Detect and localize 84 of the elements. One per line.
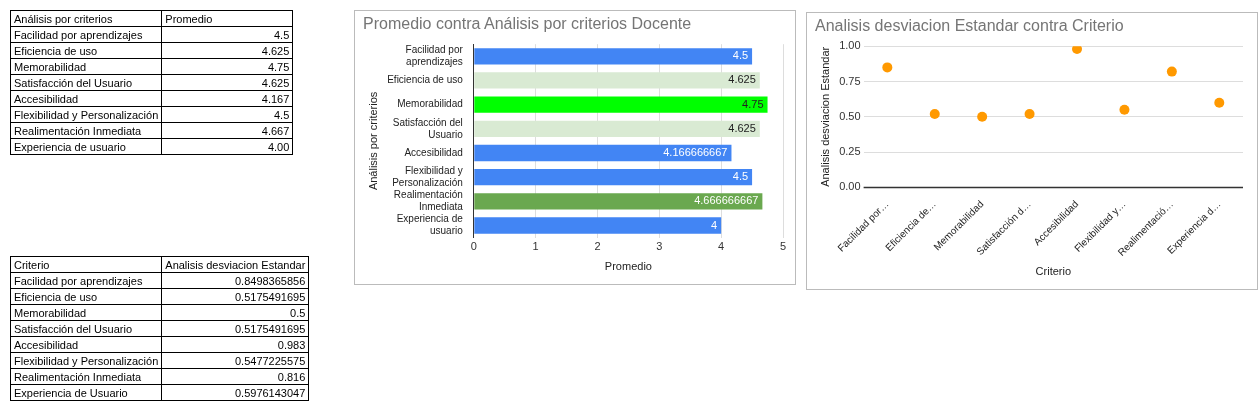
text: Flexibilidad y Personalización [10,106,162,123]
text: 4.5 [161,26,293,43]
text: 0.8498365856 [161,272,309,289]
text: Facilidad por aprendizajes [10,26,162,43]
x-axis-title: Promedio [604,260,652,273]
text: 4.667 [161,122,293,139]
bar [474,193,763,210]
text: 0.5477225575 [161,352,309,369]
y-tick-label: Flexibilidad y Personalización [392,164,463,188]
bar [474,144,732,162]
chart-title: Promedio contra Análisis por criterios Docente [363,15,692,33]
text: 0.983 [161,336,309,353]
text: Experiencia de usuario [10,138,162,155]
y-tick-label: 0.50 [839,109,861,122]
point [1072,46,1083,55]
y-tick-label: Memorabilidad [397,98,463,110]
text: Análisis por criterios [10,10,162,27]
data-label: 4.625 [728,121,756,134]
text: 0.5 [161,304,309,321]
text: Criterio [10,256,162,273]
x-tick-label: 2 [594,240,601,253]
text: Satisfacción del Usuario [10,320,162,337]
chart-title: Analisis desviacion Estandar contra Criterio [815,17,1124,35]
data-label: 4.166666667 [663,146,728,159]
x-tick-label: 4 [718,240,725,253]
text: 4.167 [161,90,293,107]
text: 4.5 [161,106,293,123]
bar [474,217,722,234]
y-tick-label: Eficiencia de uso [387,74,464,86]
text: Realimentación Inmediata [10,368,162,385]
text: 0.5175491695 [161,320,309,337]
y-tick-label: Experiencia de usuario [396,213,464,237]
x-tick-label: 1 [532,240,539,253]
text: Memorabilidad [10,304,162,321]
x-tick-label: 3 [656,240,663,253]
bar [474,96,768,113]
text: 4.75 [161,58,293,75]
bar [474,72,760,89]
text: 0.816 [161,368,309,385]
y-tick-label: 0.75 [839,74,861,87]
bar [474,120,760,137]
text: Realimentación Inmediata [10,122,162,139]
text: Eficiencia de uso [10,42,162,59]
text: 4.00 [161,138,293,155]
text: Satisfacción del Usuario [10,74,162,91]
point [1166,66,1177,77]
data-label: 4.625 [728,73,756,86]
text: Facilidad por aprendizajes [10,272,162,289]
text: 0.5976143047 [161,384,309,401]
point [1024,108,1035,119]
y-tick-label: Facilidad por aprendizajes [405,44,464,68]
text: Flexibilidad y Personalización [10,352,162,369]
y-axis-title: Análisis por criterios [366,91,379,191]
text: Promedio [161,10,293,27]
point [1119,104,1130,115]
x-axis-title: Criterio [1035,265,1072,278]
point [1214,97,1225,108]
x-tick-label: 0 [470,240,477,253]
y-tick-label: Realimentación Inmediata [393,189,464,213]
text: Eficiencia de uso [10,288,162,305]
y-tick-label: Satisfacción del Usuario [392,116,464,140]
data-label: 4.666666667 [694,194,759,207]
text: Analisis desviacion Estandar [161,256,309,273]
data-label: 4.5 [732,170,749,183]
x-tick-label: 5 [779,240,787,253]
text: Accesibilidad [10,90,162,107]
bar [474,48,753,65]
point [882,62,893,73]
text: 4.625 [161,74,293,91]
y-tick-label: 0.25 [839,145,861,158]
y-tick-label: 1.00 [839,39,861,52]
point [929,108,940,119]
text: 4.625 [161,42,293,59]
data-label: 4.5 [732,49,749,62]
y-tick-label: 0.00 [839,180,861,193]
text: Experiencia de Usuario [10,384,162,401]
bar [474,169,753,186]
text: Accesibilidad [10,336,162,353]
data-label: 4.75 [742,97,764,110]
text: Memorabilidad [10,58,162,75]
y-axis-title: Analisis desviacion Estandar [818,46,831,187]
point [977,111,988,122]
y-tick-label: Accesibilidad [404,146,463,158]
text: 0.5175491695 [161,288,309,305]
